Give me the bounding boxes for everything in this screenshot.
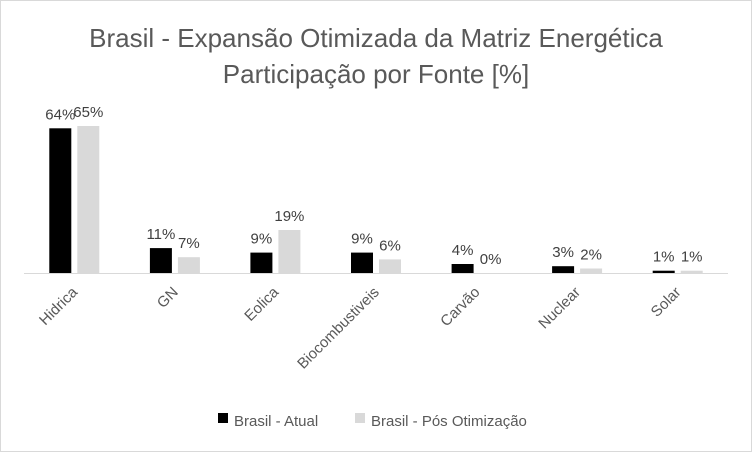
legend: Brasil - Atual Brasil - Pós Otimização [218, 413, 527, 430]
data-label-biocombustiveis-series-1: 9% [351, 231, 373, 248]
x-tick-label-eolica: Eolica [241, 283, 282, 324]
data-label-eolica-series-2: 19% [274, 208, 304, 225]
legend-label-pos-otimizacao: Brasil - Pós Otimização [371, 413, 527, 430]
bar-solar-series-2 [680, 270, 703, 273]
bar-biocombustiveis-series-1 [351, 252, 373, 273]
chart-subtitle: Participação por Fonte [%] [223, 59, 529, 89]
legend-label-atual: Brasil - Atual [234, 413, 318, 430]
x-tick-label-carvao: Carvão [437, 284, 483, 330]
chart-title: Brasil - Expansão Otimizada da Matriz En… [89, 23, 663, 53]
data-label-hidrica-series-2: 65% [73, 104, 103, 121]
x-tick-label-nuclear: Nuclear [535, 284, 584, 333]
data-label-biocombustiveis-series-2: 6% [379, 237, 401, 254]
data-label-eolica-series-1: 9% [251, 231, 273, 248]
bar-hidrica-series-2 [77, 126, 100, 273]
bar-nuclear-series-1 [552, 266, 575, 273]
bar-hidrica-series-1 [49, 128, 72, 273]
x-tick-label-biocombustiveis: Biocombustiveis [294, 284, 383, 373]
bar-eolica-series-2 [278, 230, 301, 273]
x-tick-label-hidrica: Hidrica [36, 283, 81, 328]
bar-biocombustiveis-series-2 [379, 259, 401, 273]
data-label-solar-series-2: 1% [681, 249, 703, 266]
data-label-gn-series-2: 7% [178, 235, 200, 252]
data-label-hidrica-series-1: 64% [45, 106, 75, 123]
legend-swatch-atual [218, 413, 228, 423]
bar-carvao-series-1 [451, 264, 474, 273]
data-label-nuclear-series-1: 3% [552, 244, 574, 261]
legend-swatch-pos-otimizacao [355, 413, 365, 423]
data-label-gn-series-1: 11% [146, 226, 175, 243]
data-label-carvao-series-1: 4% [452, 242, 474, 259]
data-label-nuclear-series-2: 2% [580, 247, 602, 264]
bar-gn-series-2 [177, 257, 200, 273]
data-label-carvao-series-2: 0% [480, 251, 502, 268]
x-tick-label-gn: GN [154, 284, 182, 312]
x-tick-label-solar: Solar [648, 284, 685, 321]
bar-eolica-series-1 [250, 252, 273, 273]
bar-solar-series-1 [652, 270, 675, 273]
data-label-solar-series-1: 1% [653, 249, 675, 266]
bar-nuclear-series-2 [580, 268, 603, 273]
bar-gn-series-1 [149, 248, 172, 273]
